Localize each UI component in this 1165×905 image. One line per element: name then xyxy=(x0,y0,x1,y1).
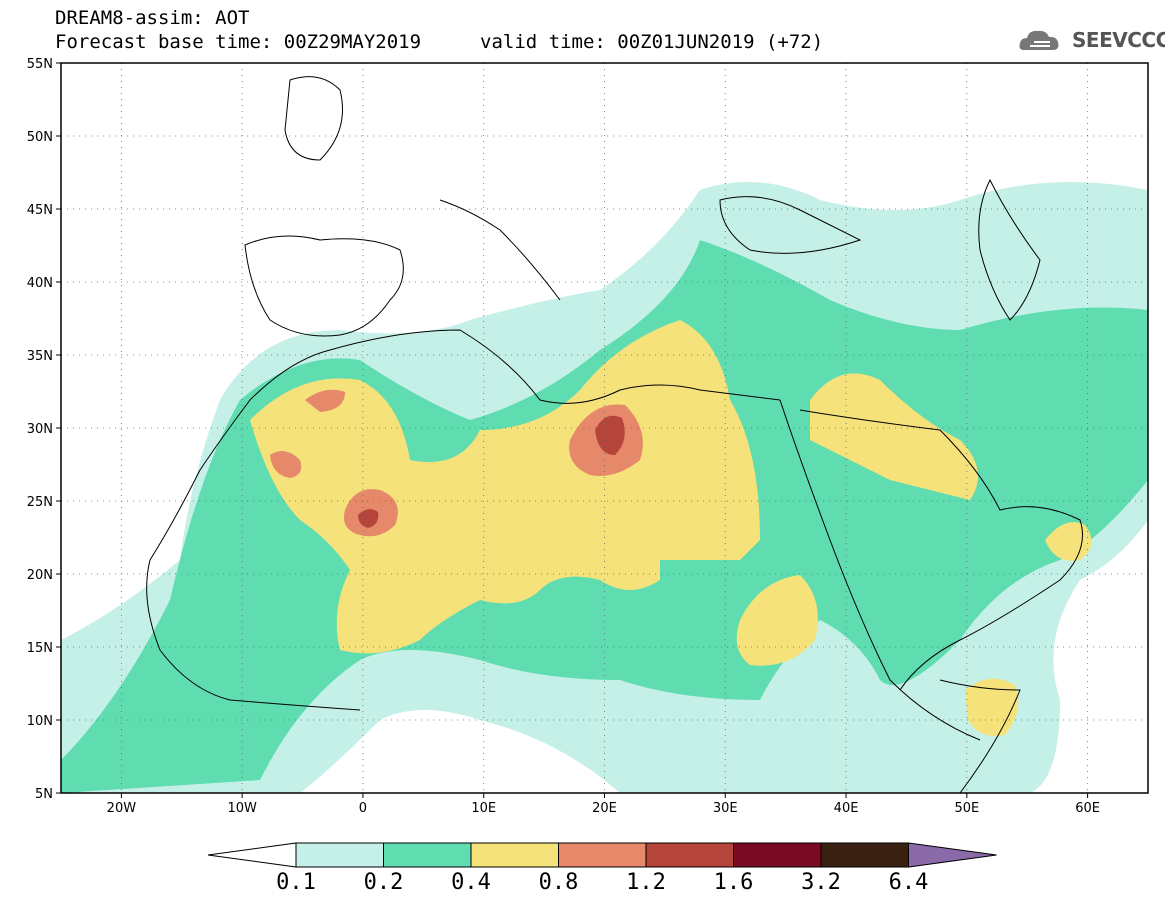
lat-tick-label: 45N xyxy=(27,203,53,218)
latitude-axis: 55N 50N 45N 40N 35N 30N 25N 20N 15N 10N 5N xyxy=(27,57,61,802)
coastline-iberia xyxy=(244,235,404,337)
seevccc-logo: SEEVCCC xyxy=(1072,28,1165,52)
colorbar-swatch xyxy=(645,842,734,868)
lon-tick-label: 40E xyxy=(834,801,859,816)
lon-tick-label: 20W xyxy=(107,801,137,816)
colorbar-label: 0.4 xyxy=(451,870,491,895)
lon-tick-label: 30E xyxy=(713,801,738,816)
aot-field xyxy=(61,182,1148,793)
coastline-africa-north xyxy=(249,329,781,404)
colorbar-max-arrow xyxy=(908,842,997,868)
colorbar-swatch xyxy=(558,842,647,868)
colorbar-label: 0.2 xyxy=(363,870,404,895)
colorbar-swatch xyxy=(470,842,559,868)
lon-tick-label: 20E xyxy=(592,801,617,816)
colorbar-label: 0.1 xyxy=(276,870,316,895)
aot-contour-0.8-north xyxy=(305,389,345,412)
colorbar-label: 6.4 xyxy=(888,870,929,895)
colorbar-swatch xyxy=(733,842,822,868)
aot-contour-0.8-west xyxy=(270,451,302,478)
lat-tick-label: 50N xyxy=(27,130,53,145)
coastlines xyxy=(146,76,1083,793)
coastline-uk xyxy=(284,76,343,161)
colorbar-label: 1.2 xyxy=(626,870,666,895)
lat-tick-label: 5N xyxy=(35,787,53,802)
colorbar-label: 3.2 xyxy=(801,870,841,895)
lat-tick-label: 20N xyxy=(27,568,53,583)
coastline-horn xyxy=(939,679,1021,793)
lat-tick-label: 10N xyxy=(27,714,53,729)
longitude-axis: 20W 10W 0 10E 20E 30E 40E 50E 60E xyxy=(107,793,1100,816)
colorbar-swatch xyxy=(295,842,384,868)
colorbar xyxy=(207,842,997,868)
colorbar-swatch xyxy=(820,842,909,868)
coastline-arabia xyxy=(799,409,1083,691)
lon-tick-label: 60E xyxy=(1075,801,1100,816)
lat-tick-label: 25N xyxy=(27,495,53,510)
coastline-africa-west xyxy=(146,399,361,711)
aot-contour-0.4 xyxy=(250,320,760,654)
lat-tick-label: 35N xyxy=(27,349,53,364)
lat-tick-label: 30N xyxy=(27,422,53,437)
model-title: DREAM8-assim: AOT xyxy=(55,7,250,29)
colorbar-swatch xyxy=(383,842,472,868)
lon-tick-label: 10W xyxy=(227,801,257,816)
lon-tick-label: 50E xyxy=(954,801,979,816)
lon-tick-label: 0 xyxy=(359,801,367,816)
base-time-label: Forecast base time: 00Z29MAY2019 xyxy=(55,31,422,53)
coastline-italy xyxy=(439,199,561,301)
aot-contour-0.4-arabia xyxy=(810,373,978,500)
aot-contour-1.2-libya xyxy=(595,415,625,455)
coastline-black-sea xyxy=(719,196,862,254)
coastline-red-sea xyxy=(779,399,981,741)
coastline-caspian xyxy=(978,178,1041,321)
valid-time-label: valid time: 00Z01JUN2019 (+72) xyxy=(480,31,824,53)
colorbar-label: 0.8 xyxy=(538,870,579,895)
lat-tick-label: 55N xyxy=(27,57,53,72)
aot-contour-0.4-sudan xyxy=(736,575,818,666)
lat-tick-label: 40N xyxy=(27,276,53,291)
cloud-icon xyxy=(1019,30,1059,50)
colorbar-label: 1.6 xyxy=(713,870,754,895)
lat-tick-label: 15N xyxy=(27,641,53,656)
colorbar-min-arrow xyxy=(207,842,297,868)
lon-tick-label: 10E xyxy=(471,801,496,816)
